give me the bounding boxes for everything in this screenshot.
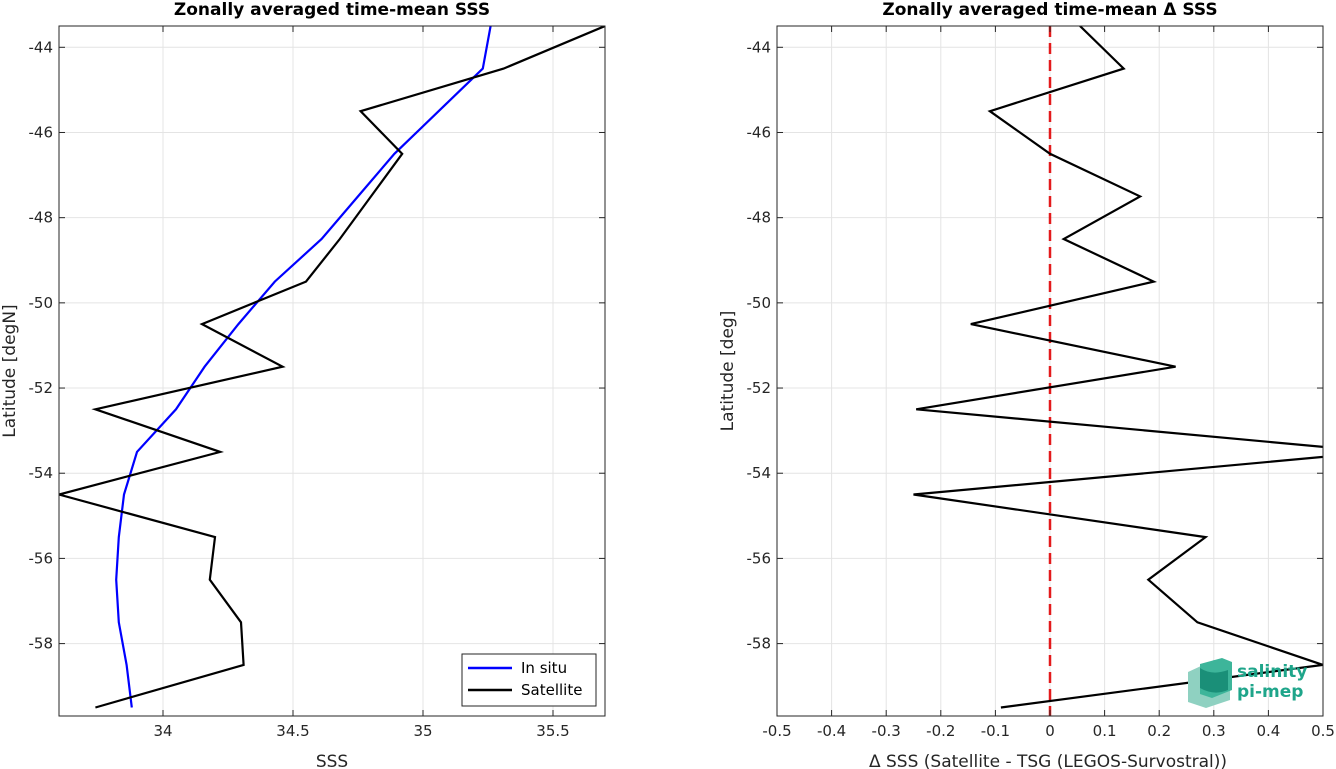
right-panel: -0.5 -0.4 -0.3 -0.2 -0.1 0 0.1 0.2 0.3 0.4 0.5 -58 -… [718, 0, 1335, 769]
legend: In situ Satellite [461, 653, 597, 707]
left-series-line-satellite [59, 26, 605, 709]
right-x-tick-label: -0.4 [817, 722, 846, 740]
left-x-tick-label: 34 [153, 722, 172, 740]
right-x-axis-label: Δ SSS (Satellite - TSG (LEGOS-Survostral… [869, 752, 1227, 769]
salinity-pi-mep-logo: salinity pi-mep [1188, 658, 1307, 708]
left-y-tick-label: -52 [29, 379, 54, 397]
right-x-tick-label: -0.1 [981, 722, 1010, 740]
right-series [913, 26, 1323, 716]
right-x-tick-label: 0.1 [1093, 722, 1117, 740]
right-y-axis-label: Latitude [deg] [718, 311, 738, 432]
right-x-tick-label: 0.3 [1202, 722, 1226, 740]
right-y-tick-label: -54 [747, 464, 772, 482]
logo-waves-icon [1188, 658, 1232, 708]
right-y-tick-label: -46 [747, 123, 772, 141]
left-x-tick-label: 34.5 [276, 722, 309, 740]
left-grid [59, 26, 605, 716]
left-ticks: 34 34.5 35 35.5 -58 -56 -54 -52 -50 -48 -46 -44 [29, 26, 605, 740]
right-x-tick-label: 0 [1045, 722, 1055, 740]
right-y-tick-label: -48 [747, 209, 772, 227]
right-chart-title: Zonally averaged time-mean Δ SSS [882, 0, 1217, 20]
left-y-tick-label: -46 [29, 123, 54, 141]
right-y-tick-label: -58 [747, 635, 772, 653]
left-x-tick-label: 35 [413, 722, 432, 740]
logo-text-line1: salinity [1237, 662, 1307, 682]
left-panel: 34 34.5 35 35.5 -58 -56 -54 -52 -50 -48 -46 -44 Zon… [0, 0, 606, 769]
right-x-tick-label: 0.5 [1311, 722, 1335, 740]
right-x-tick-label: -0.2 [926, 722, 955, 740]
left-series-line-in-situ [115, 26, 492, 708]
left-x-axis-label: SSS [316, 752, 348, 769]
left-axes-frame [58, 25, 606, 717]
right-x-tick-label: 0.2 [1147, 722, 1171, 740]
right-y-tick-label: -52 [747, 379, 772, 397]
right-x-tick-label: -0.3 [872, 722, 901, 740]
left-plot-area [59, 26, 605, 716]
left-y-tick-label: -50 [29, 294, 54, 312]
left-series [59, 26, 605, 709]
right-x-tick-label: -0.5 [762, 722, 791, 740]
right-y-tick-label: -44 [747, 38, 772, 56]
left-chart-title: Zonally averaged time-mean SSS [174, 0, 490, 20]
legend-box [461, 653, 597, 707]
right-y-tick-label: -56 [747, 549, 772, 567]
left-x-tick-label: 35.5 [536, 722, 569, 740]
left-y-tick-label: -58 [29, 635, 54, 653]
right-ticks: -0.5 -0.4 -0.3 -0.2 -0.1 0 0.1 0.2 0.3 0.4 0.5 -58 -… [747, 26, 1335, 740]
left-y-tick-label: -48 [29, 209, 54, 227]
right-series-line-delta-sss [913, 26, 1323, 709]
legend-label-satellite: Satellite [521, 681, 582, 699]
left-y-tick-label: -56 [29, 549, 54, 567]
right-y-tick-label: -50 [747, 294, 772, 312]
left-y-axis-label: Latitude [degN] [0, 304, 20, 437]
legend-label-in-situ: In situ [521, 659, 567, 677]
right-x-tick-label: 0.4 [1256, 722, 1280, 740]
left-y-tick-label: -54 [29, 464, 54, 482]
logo-text-line2: pi-mep [1237, 682, 1303, 702]
left-y-tick-label: -44 [29, 38, 54, 56]
